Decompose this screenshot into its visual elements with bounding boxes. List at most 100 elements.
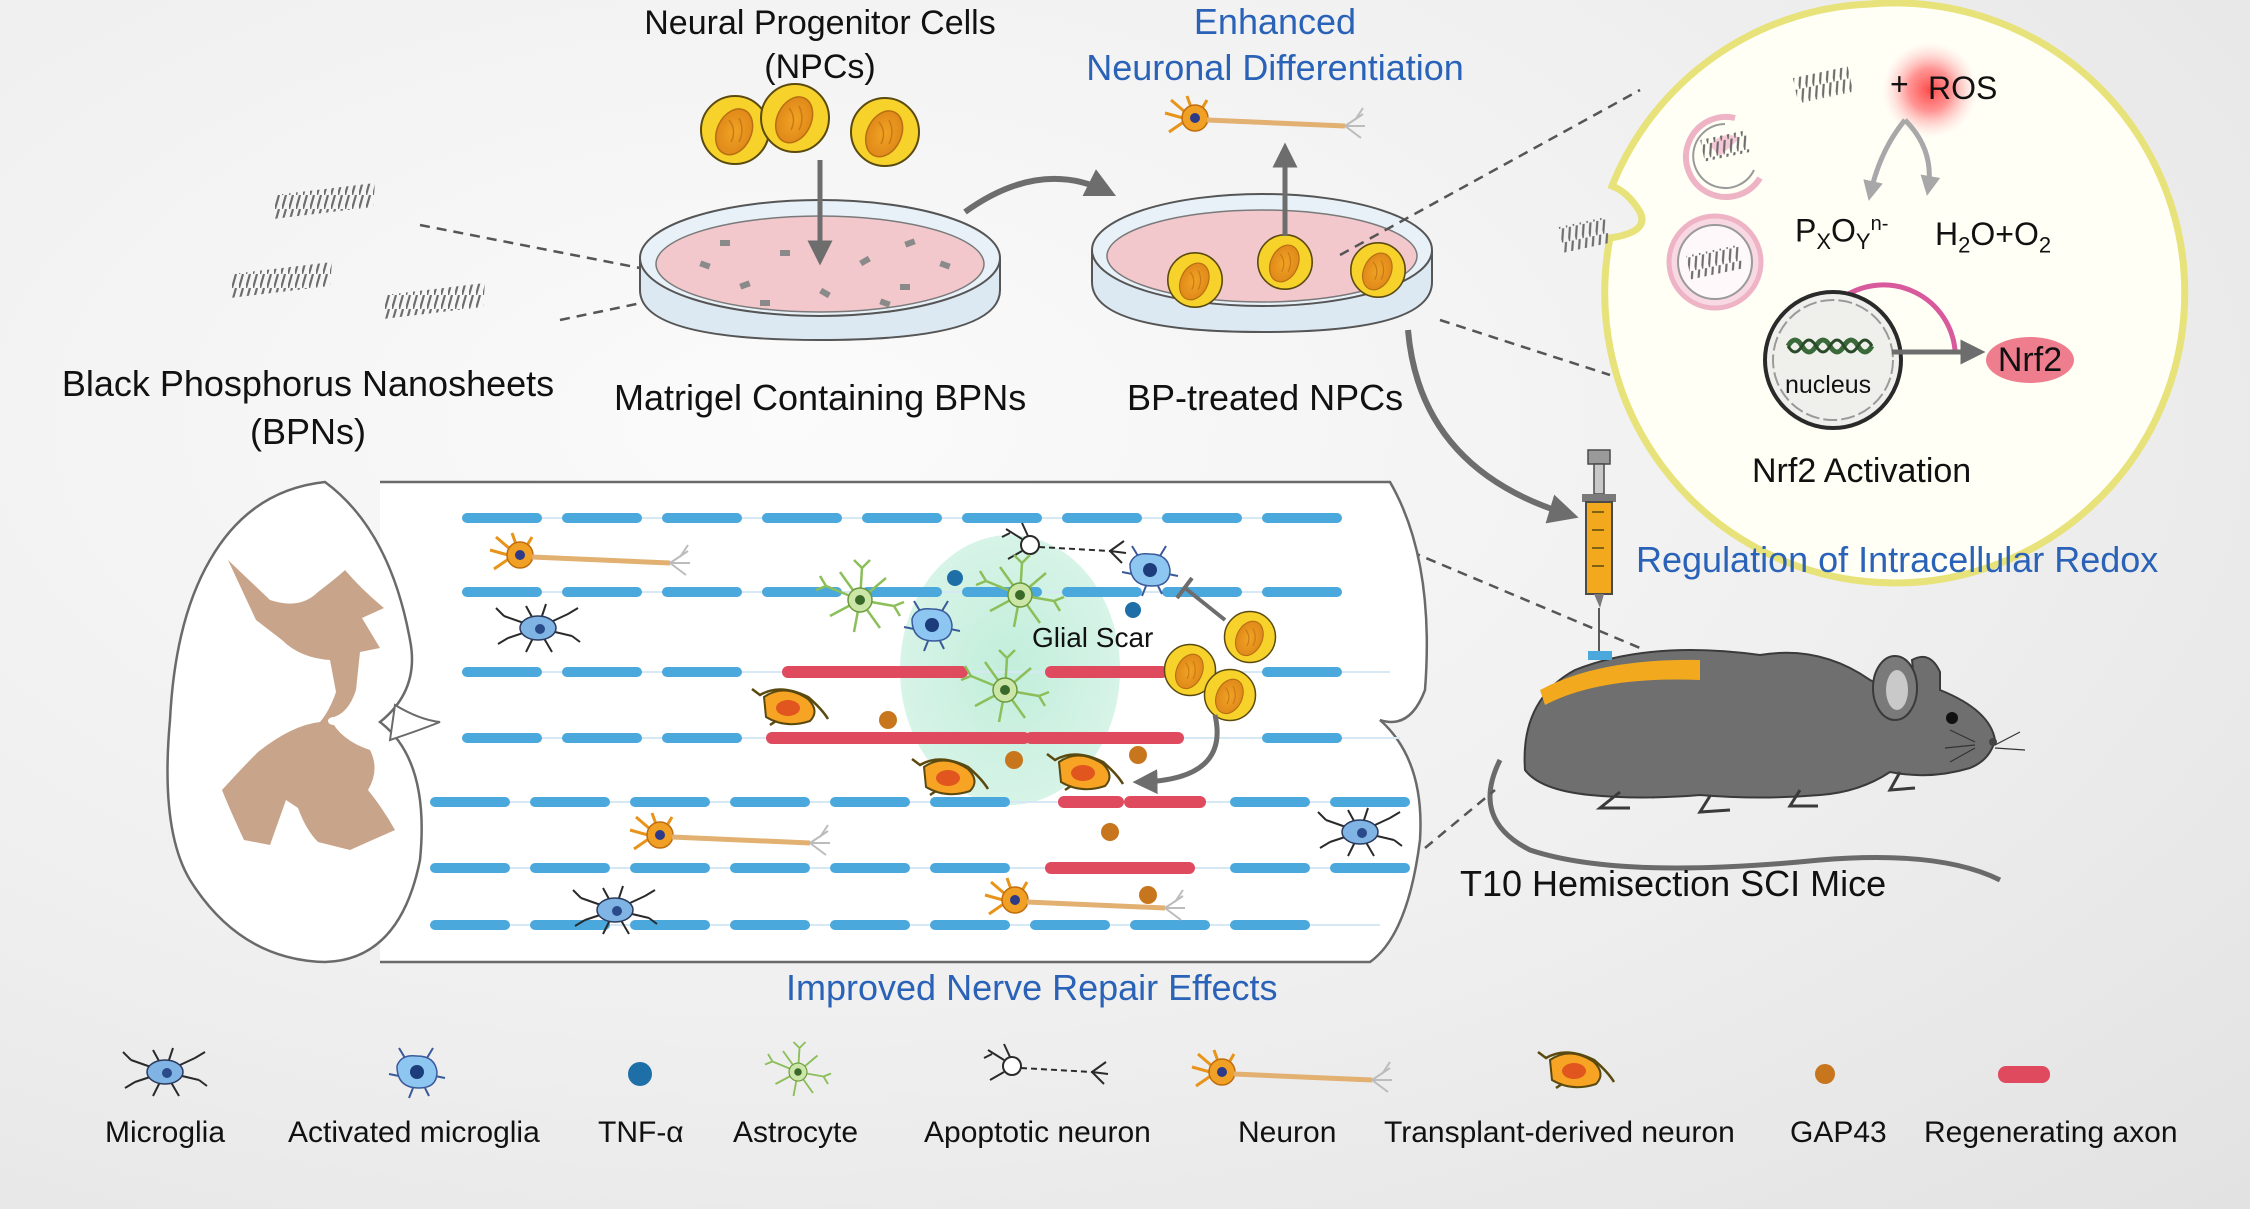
axon-segment — [562, 733, 642, 743]
regenerating-axon-segment — [1025, 732, 1184, 744]
zoom-line-bottom — [1439, 318, 1611, 377]
axon-segment — [630, 797, 710, 807]
axon-segment — [430, 797, 510, 807]
axon-segment — [1230, 863, 1310, 873]
regenerating-axon-segment — [782, 666, 968, 678]
cord-cells — [490, 522, 1403, 935]
axon-segment — [930, 863, 1010, 873]
axon-segment — [1062, 587, 1142, 597]
axon-segment — [662, 667, 742, 677]
axon-segment — [1162, 587, 1242, 597]
mouse-connector-bottom — [1424, 789, 1496, 849]
legend-activated-microglia: Activated microglia — [288, 1116, 540, 1149]
axon-segment — [930, 920, 1010, 930]
arrow-dish1-dish2 — [963, 169, 1117, 215]
axon-segment — [1030, 920, 1110, 930]
enhanced-title-line2: Neuronal Differentiation — [1086, 47, 1464, 88]
legend-icons — [122, 1041, 2050, 1099]
legend-neuron-icon — [1192, 1050, 1392, 1092]
nucleus-label: nucleus — [1785, 371, 1872, 399]
axon-segment — [530, 920, 610, 930]
legend-astrocyte-icon — [764, 1041, 832, 1097]
axon-segment — [730, 863, 810, 873]
axon-segment — [462, 667, 542, 677]
axon-segment — [562, 513, 642, 523]
legend-apoptotic-neuron: Apoptotic neuron — [924, 1116, 1151, 1149]
pxoy-label: PXOYn- — [1795, 212, 1889, 255]
cell-zoom-circle — [1557, 0, 2189, 587]
axon-segment — [462, 587, 542, 597]
axon-segment — [630, 920, 710, 930]
axon-segment — [862, 513, 942, 523]
axon-segment — [1230, 920, 1310, 930]
mouse — [1487, 649, 2026, 883]
ros-label: ROS — [1928, 70, 1998, 106]
legend-transplant-neuron: Transplant-derived neuron — [1384, 1116, 1735, 1149]
axon-segment — [1162, 513, 1242, 523]
axon-segment — [762, 513, 842, 523]
axon-segment — [562, 587, 642, 597]
axon-segment — [830, 797, 910, 807]
regenerating-axon-segment — [1045, 862, 1195, 874]
bp-treated-label: BP-treated NPCs — [1127, 377, 1404, 418]
legend-microglia: Microglia — [105, 1116, 226, 1149]
axon-segment — [1330, 797, 1410, 807]
axon-segment — [1330, 863, 1410, 873]
axon-segment — [830, 863, 910, 873]
legend-gap43-icon — [1815, 1064, 1835, 1084]
legend-axon-icon — [1998, 1066, 2050, 1083]
npc-cells — [700, 83, 920, 167]
axon-segment — [962, 513, 1042, 523]
syringe — [1582, 449, 1616, 655]
axon-segment — [730, 797, 810, 807]
h2o-label: H2O+O2 — [1935, 216, 2052, 258]
legend-gap43: GAP43 — [1790, 1116, 1887, 1149]
axon-segment — [1130, 920, 1210, 930]
regenerating-axon-segment — [1045, 666, 1168, 678]
axon-rows — [430, 513, 1410, 930]
axon-segment — [830, 920, 910, 930]
axon-segment — [462, 733, 542, 743]
redox-label: Regulation of Intracellular Redox — [1636, 539, 2159, 580]
axon-segment — [1230, 797, 1310, 807]
zoom-line-top — [1339, 88, 1641, 257]
legend-astrocyte: Astrocyte — [733, 1116, 859, 1149]
axon-segment — [1262, 667, 1342, 677]
repair-label: Improved Nerve Repair Effects — [786, 967, 1278, 1008]
regenerating-axon-segment — [1058, 796, 1124, 808]
enhanced-title-line1: Enhanced — [1193, 1, 1357, 42]
legend-tnf: TNF-α — [598, 1116, 684, 1149]
axon-segment — [430, 920, 510, 930]
axon-segment — [730, 920, 810, 930]
nrf2-activation-label: Nrf2 Activation — [1752, 452, 1972, 490]
petri-dish-bp-treated — [1091, 193, 1433, 334]
mouse-connector-top — [1394, 543, 1641, 650]
axon-segment — [1262, 513, 1342, 523]
axon-segment — [662, 513, 742, 523]
bpn-label-line2: (BPNs) — [250, 411, 366, 452]
axon-segment — [630, 863, 710, 873]
bpn-connector-1 — [419, 223, 641, 270]
mice-label: T10 Hemisection SCI Mice — [1460, 863, 1887, 904]
axon-segment — [662, 587, 742, 597]
regenerating-axon-segment — [766, 732, 1030, 744]
axon-segment — [1062, 513, 1142, 523]
axon-segment — [430, 863, 510, 873]
glial-scar-label: Glial Scar — [1032, 622, 1154, 653]
legend-tnf-icon — [628, 1062, 652, 1086]
legend-microglia-icon — [122, 1047, 208, 1097]
npc-title-line1: Neural Progenitor Cells — [644, 4, 996, 42]
legend-regenerating-axon: Regenerating axon — [1924, 1116, 2178, 1149]
differentiated-neuron — [1165, 96, 1365, 138]
axon-segment — [530, 797, 610, 807]
axon-segment — [1262, 587, 1342, 597]
axon-segment — [662, 733, 742, 743]
nrf2-label: Nrf2 — [1997, 341, 2063, 379]
legend-apoptotic-icon — [983, 1043, 1109, 1085]
legend-transplant-icon — [1536, 1050, 1616, 1090]
bpn-label-line1: Black Phosphorus Nanosheets — [61, 363, 555, 404]
npc-title-line2: (NPCs) — [764, 48, 876, 86]
plus-sign: + — [1890, 66, 1909, 102]
regenerating-axon-segment — [1124, 796, 1206, 808]
